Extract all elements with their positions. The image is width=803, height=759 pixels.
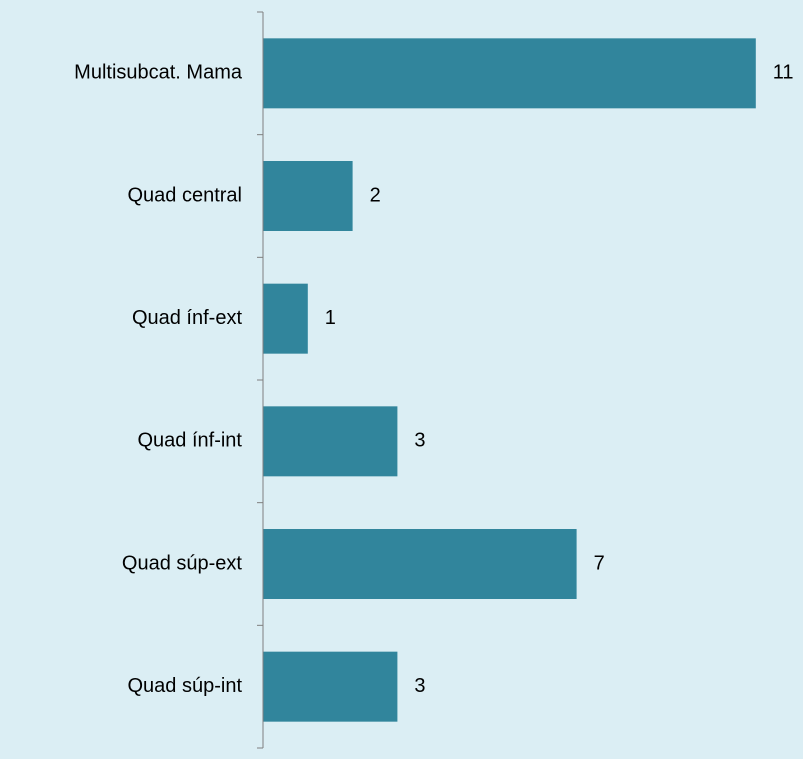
category-label: Multisubcat. Mama (74, 62, 243, 84)
category-label: Quad ínf-ext (132, 307, 243, 329)
value-label: 3 (414, 675, 425, 697)
bar (263, 406, 398, 477)
bar (263, 651, 398, 722)
value-label: 3 (414, 430, 425, 452)
value-label: 2 (370, 184, 381, 206)
value-label: 1 (325, 307, 336, 329)
bar (263, 38, 756, 109)
bar (263, 529, 577, 599)
bar (263, 161, 353, 231)
category-label: Quad súp-int (127, 675, 242, 697)
category-label: Quad central (127, 184, 242, 206)
category-label: Quad ínf-int (137, 430, 242, 452)
value-label: 11 (773, 62, 794, 84)
category-label: Quad súp-ext (122, 552, 243, 574)
bar (263, 283, 308, 354)
value-label: 7 (594, 552, 605, 574)
